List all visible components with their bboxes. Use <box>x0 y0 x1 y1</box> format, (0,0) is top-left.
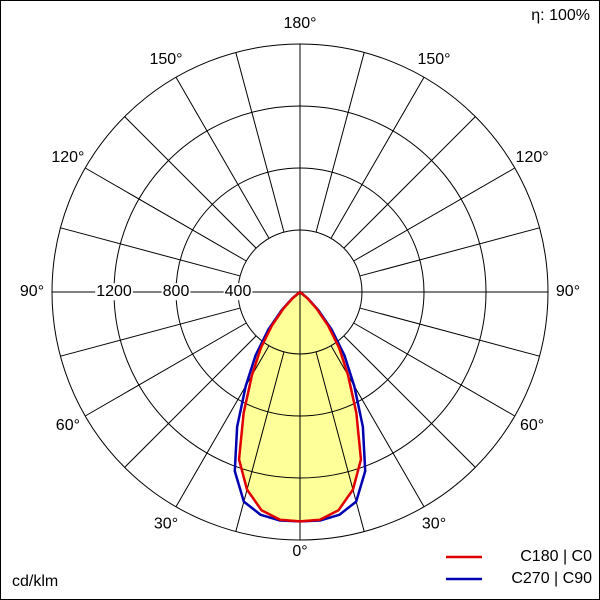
theta-tick-label: 30° <box>154 515 178 532</box>
efficiency-label: η: 100% <box>531 7 590 24</box>
grid-spoke <box>175 76 270 239</box>
theta-tick-label: 90° <box>556 283 580 300</box>
grid-spoke <box>359 307 540 357</box>
grid-spoke <box>353 322 516 417</box>
legend-label: C270 | C90 <box>511 570 592 587</box>
grid-spoke <box>330 76 425 239</box>
grid-spoke <box>315 52 365 233</box>
theta-tick-label: 60° <box>56 417 80 434</box>
grid-spoke <box>84 167 247 262</box>
grid-spoke <box>235 52 285 233</box>
theta-tick-label: 120° <box>516 149 549 166</box>
r-tick-label: 1200 <box>96 283 132 300</box>
theta-tick-label: 120° <box>51 149 84 166</box>
unit-label: cd/klm <box>12 573 58 590</box>
grid-spoke <box>343 116 476 249</box>
grid-spoke <box>60 227 241 277</box>
legend-label: C180 | C0 <box>520 548 592 565</box>
theta-tick-label: 150° <box>149 51 182 68</box>
r-tick-bg <box>223 283 253 301</box>
grid-spoke <box>353 167 516 262</box>
r-tick-bg <box>95 283 133 301</box>
grid-spoke <box>124 335 257 468</box>
r-tick-label: 400 <box>225 283 252 300</box>
series-line <box>237 291 363 523</box>
r-tick-label: 800 <box>163 283 190 300</box>
theta-tick-label: 0° <box>292 543 307 560</box>
theta-tick-label: 30° <box>422 515 446 532</box>
theta-tick-label: 90° <box>20 283 44 300</box>
theta-tick-label: 60° <box>520 417 544 434</box>
grid-spoke <box>84 322 247 417</box>
theta-tick-label: 180° <box>283 15 316 32</box>
r-tick-bg <box>161 283 191 301</box>
grid-spoke <box>343 335 476 468</box>
grid-spoke <box>359 227 540 277</box>
grid-spoke <box>60 307 241 357</box>
theta-tick-label: 150° <box>417 51 450 68</box>
grid-spoke <box>124 116 257 249</box>
